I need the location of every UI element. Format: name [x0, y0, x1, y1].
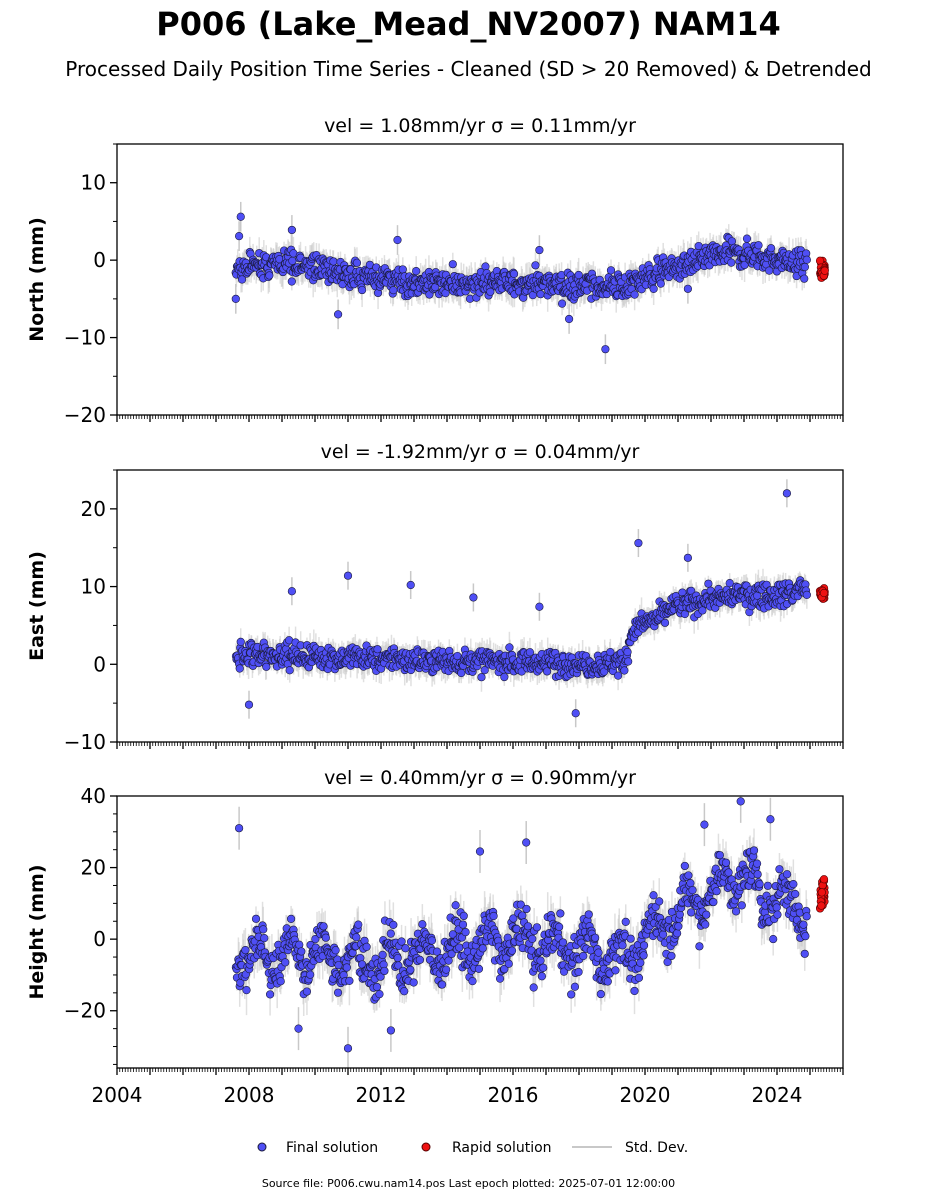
y-tick-label: −20 — [64, 403, 106, 427]
chart-subtitle: Processed Daily Position Time Series - C… — [65, 57, 872, 81]
final-point — [343, 571, 353, 580]
final-point — [285, 666, 294, 675]
final-point — [469, 593, 478, 602]
final-point — [620, 666, 629, 675]
panel-title: vel = 1.08mm/yr σ = 0.11mm/yr — [324, 115, 636, 137]
rapid-point — [815, 256, 825, 265]
final-point — [725, 579, 734, 588]
final-point — [406, 580, 415, 590]
final-point — [557, 299, 567, 308]
final-point — [334, 310, 343, 319]
final-point — [800, 262, 809, 272]
final-point — [660, 618, 670, 627]
final-point — [480, 666, 489, 675]
final-point — [389, 286, 398, 295]
final-point — [564, 314, 574, 324]
y-tick-label: 20 — [81, 497, 106, 521]
final-point — [236, 212, 245, 221]
final-point — [235, 664, 244, 673]
chart-title: P006 (Lake_Mead_NV2007) NAM14 — [156, 5, 781, 43]
final-point — [525, 648, 535, 657]
final-point — [571, 709, 580, 718]
final-point — [727, 258, 736, 267]
final-point — [542, 667, 552, 676]
final-point — [231, 294, 240, 303]
final-point — [412, 267, 421, 276]
final-point — [236, 637, 245, 646]
final-point — [358, 285, 367, 295]
final-point — [535, 245, 544, 255]
y-axis-label: North (mm) — [26, 217, 48, 342]
final-point — [704, 579, 713, 588]
final-point — [235, 232, 244, 241]
final-point — [373, 645, 382, 654]
final-point — [802, 590, 811, 599]
final-point — [536, 290, 545, 299]
final-point — [606, 648, 615, 657]
final-point — [630, 290, 639, 299]
rapid-point — [819, 588, 829, 598]
panel-title: vel = -1.92mm/yr σ = 0.04mm/yr — [321, 441, 640, 463]
final-point — [694, 241, 703, 251]
final-point — [623, 647, 632, 657]
rapid-points — [815, 256, 829, 282]
rapid-points — [815, 584, 829, 603]
rapid-point — [820, 266, 829, 275]
y-tick-label: 0 — [93, 248, 106, 272]
y-axis-label: East (mm) — [26, 551, 48, 661]
y-tick-label: 10 — [81, 575, 106, 599]
final-points — [231, 212, 811, 354]
final-point — [288, 256, 297, 265]
final-point — [287, 587, 297, 596]
final-point — [265, 271, 274, 280]
final-point — [477, 673, 486, 682]
final-point — [505, 643, 514, 652]
final-point — [486, 287, 495, 296]
final-point — [329, 257, 338, 266]
final-point — [683, 284, 693, 293]
final-point — [481, 262, 490, 271]
final-point — [352, 258, 362, 267]
final-point — [500, 672, 509, 682]
final-point — [262, 662, 271, 671]
final-point — [634, 538, 643, 548]
final-point — [237, 275, 247, 284]
final-point — [698, 606, 707, 615]
final-point — [287, 277, 296, 286]
final-point — [802, 255, 811, 264]
final-point — [244, 700, 254, 709]
final-point — [535, 602, 544, 611]
final-point — [606, 266, 616, 275]
y-tick-label: 0 — [93, 652, 106, 676]
y-tick-label: −10 — [64, 730, 106, 754]
height-panel: vel = 0.40mm/yr σ = 0.90mm/yr Height (mm)… — [26, 767, 844, 1107]
final-point — [448, 260, 457, 269]
east-panel: vel = -1.92mm/yr σ = 0.04mm/yr East (mm) −… — [26, 441, 844, 754]
final-point — [398, 265, 407, 274]
final-point — [656, 279, 665, 288]
final-point — [509, 269, 519, 278]
panel-title: vel = 0.40mm/yr σ = 0.90mm/yr — [324, 767, 636, 789]
final-point — [601, 345, 610, 354]
final-point — [649, 284, 658, 293]
final-point — [782, 489, 792, 498]
y-tick-label: 10 — [81, 171, 106, 195]
y-tick-label: −10 — [64, 326, 106, 350]
final-point — [614, 671, 623, 680]
y-axis-label: Height (mm) — [26, 864, 48, 999]
final-point — [766, 244, 776, 253]
final-point — [393, 235, 402, 245]
final-point — [800, 274, 809, 283]
final-point — [531, 261, 540, 270]
final-point — [287, 225, 297, 235]
final-point — [754, 241, 763, 250]
final-points — [231, 489, 811, 718]
final-point — [624, 657, 633, 666]
final-point — [742, 234, 752, 243]
final-point — [457, 668, 466, 678]
final-point — [683, 553, 693, 562]
